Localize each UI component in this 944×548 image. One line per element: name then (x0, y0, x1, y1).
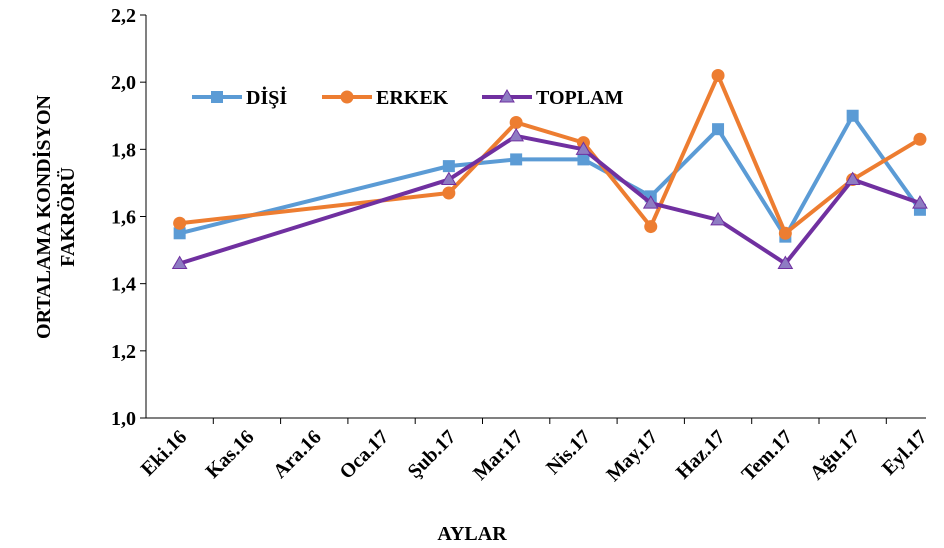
line (447, 133, 921, 266)
y-tick-label: 2,2 (111, 5, 136, 27)
legend-item: DİŞİ (192, 85, 287, 109)
legend-label: DİŞİ (246, 85, 287, 109)
y-tick-label: 2,0 (111, 72, 136, 94)
series (171, 127, 928, 270)
marker (777, 255, 794, 270)
marker (508, 127, 525, 142)
y-tick-label: 1,0 (111, 408, 136, 430)
marker (642, 195, 659, 209)
legend-marker (499, 89, 515, 103)
marker (440, 171, 457, 186)
y-axis-title-line: ORTALAMA KONDİSYON (31, 94, 55, 339)
x-tick-label: Tem.17 (737, 426, 796, 485)
marker (575, 141, 592, 155)
legend-label: TOPLAM (536, 87, 624, 109)
legend-marker (340, 90, 354, 104)
marker (644, 220, 658, 234)
marker (510, 153, 523, 166)
marker (171, 255, 188, 270)
marker (711, 68, 725, 82)
x-tick-label: Haz.17 (672, 426, 730, 484)
x-axis-title: AYLAR (437, 523, 507, 545)
x-tick-label: Oca.17 (336, 426, 394, 484)
x-tick-label: Mar.17 (469, 426, 528, 485)
x-tick-label: Şub.17 (404, 426, 461, 483)
y-axis-title-line: FAKRÖRÜ (56, 167, 79, 267)
x-tick-label: Nis.17 (542, 426, 595, 479)
marker (577, 153, 590, 166)
marker (912, 195, 928, 209)
y-tick-label: 1,6 (111, 207, 136, 229)
x-tick-label: Ağu.17 (806, 426, 864, 484)
legend-item: ERKEK (322, 87, 449, 109)
gap-line (177, 177, 451, 266)
y-tick-label: 1,8 (111, 139, 136, 161)
legend-item: TOPLAM (482, 87, 624, 109)
x-tick-label: Eki.16 (137, 426, 191, 480)
x-tick-label: Kas.16 (202, 426, 259, 483)
y-axis-title: ORTALAMA KONDİSYON FAKRÖRÜ (31, 94, 79, 339)
legend-marker (211, 91, 223, 103)
marker (509, 115, 523, 129)
marker (844, 171, 861, 186)
line (447, 73, 921, 236)
marker (173, 216, 187, 230)
y-tick-label: 1,4 (111, 274, 136, 296)
series (173, 109, 926, 243)
marker (173, 227, 186, 240)
marker (913, 132, 927, 146)
x-tick-label: May.17 (602, 426, 662, 486)
marker (710, 211, 726, 226)
y-tick-label: 1,2 (111, 341, 136, 363)
marker (442, 186, 456, 200)
gap-line (177, 164, 451, 236)
x-tick-label: Eyl.17 (878, 426, 932, 480)
gap-line (177, 190, 451, 226)
marker (778, 226, 792, 240)
line (448, 113, 922, 239)
series (173, 68, 927, 240)
x-tick-label: Ara.16 (269, 426, 326, 483)
marker (846, 109, 859, 122)
legend-label: ERKEK (376, 87, 449, 109)
marker (442, 160, 455, 173)
marker (712, 123, 725, 136)
